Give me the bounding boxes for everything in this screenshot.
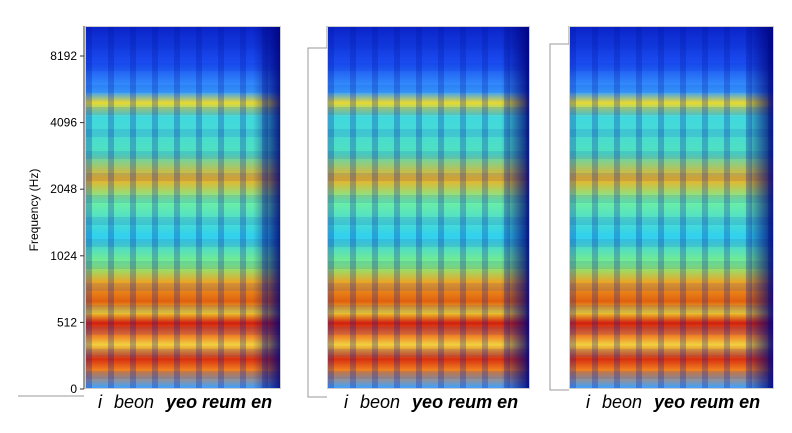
y-tick-label: 512 xyxy=(57,315,77,329)
caption-word: i xyxy=(344,392,348,412)
caption: i beon yeo reum en xyxy=(344,392,518,413)
caption-word: beon xyxy=(602,392,643,412)
caption-bold: yeo reum en xyxy=(654,392,761,412)
spectrogram xyxy=(569,26,774,389)
y-axis-title: Frequency (Hz) xyxy=(27,169,41,252)
caption: i beon yeo reum en xyxy=(98,392,272,413)
y-tick-label: 4096 xyxy=(50,116,77,130)
bracket xyxy=(549,26,570,391)
caption-word: beon xyxy=(360,392,401,412)
bracket xyxy=(307,26,328,398)
y-tick-label: 0 xyxy=(70,382,77,396)
caption-bold: yeo reum en xyxy=(412,392,519,412)
spectrogram xyxy=(85,26,281,389)
caption-word: i xyxy=(98,392,102,412)
caption: i beon yeo reum en xyxy=(586,392,760,413)
y-tick-label: 8192 xyxy=(50,49,77,63)
caption-bold: yeo reum en xyxy=(166,392,273,412)
spectrogram xyxy=(327,26,530,389)
y-tick-label: 2048 xyxy=(50,182,77,196)
caption-word: i xyxy=(586,392,590,412)
caption-word: beon xyxy=(114,392,155,412)
y-tick-label: 1024 xyxy=(50,249,77,263)
